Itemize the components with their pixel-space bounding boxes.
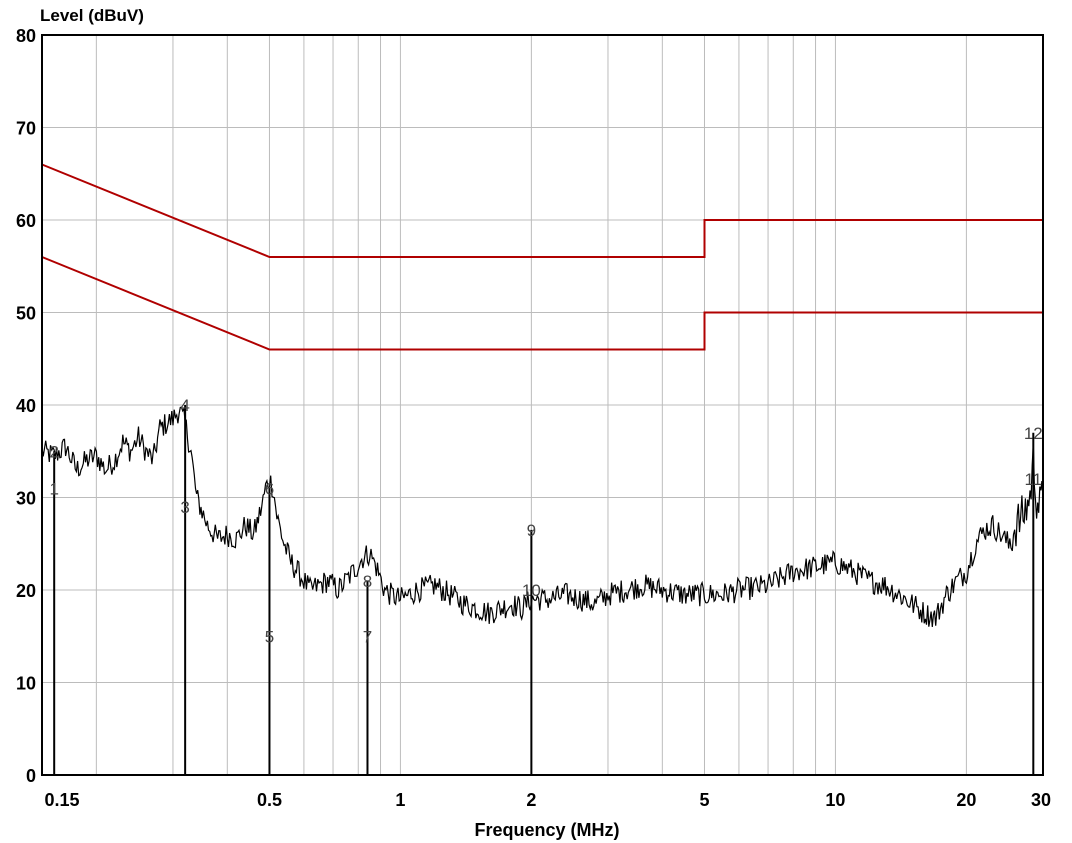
marker-label: 4 bbox=[180, 396, 189, 415]
y-tick-label: 30 bbox=[16, 489, 36, 509]
measurement-trace bbox=[41, 406, 1044, 627]
limit-lines bbox=[41, 163, 1043, 351]
grid-lines bbox=[42, 35, 1043, 775]
x-axis-title: Frequency (MHz) bbox=[474, 820, 619, 840]
marker-label: 7 bbox=[363, 627, 372, 646]
x-tick-label: 0.15 bbox=[44, 790, 79, 810]
marker-label: 6 bbox=[265, 479, 274, 498]
y-tick-labels: 0 10 20 30 40 50 60 70 80 bbox=[16, 26, 36, 786]
y-tick-label: 60 bbox=[16, 211, 36, 231]
x-tick-label: 2 bbox=[526, 790, 536, 810]
y-axis-title: Level (dBuV) bbox=[40, 6, 144, 25]
marker-label: 10 bbox=[522, 581, 541, 600]
y-tick-label: 50 bbox=[16, 304, 36, 324]
x-tick-label: 30 bbox=[1031, 790, 1051, 810]
plot-frame bbox=[41, 34, 1044, 776]
y-tick-label: 10 bbox=[16, 674, 36, 694]
limit-line bbox=[41, 256, 1043, 351]
marker-label: 3 bbox=[180, 498, 189, 517]
trace-line bbox=[41, 406, 1044, 627]
marker-label: 5 bbox=[265, 627, 274, 646]
marker-label: 9 bbox=[527, 521, 536, 540]
x-tick-label: 0.5 bbox=[257, 790, 282, 810]
limit-line bbox=[41, 163, 1043, 258]
x-tick-label: 5 bbox=[699, 790, 709, 810]
y-tick-label: 40 bbox=[16, 396, 36, 416]
x-tick-labels: 0.15 0.5 1 2 5 10 20 30 bbox=[44, 790, 1051, 810]
x-tick-label: 10 bbox=[825, 790, 845, 810]
marker-label: 8 bbox=[363, 572, 372, 591]
marker-label: 12 bbox=[1024, 424, 1043, 443]
y-tick-label: 20 bbox=[16, 581, 36, 601]
y-tick-label: 80 bbox=[16, 26, 36, 46]
y-tick-label: 70 bbox=[16, 119, 36, 139]
x-tick-label: 1 bbox=[395, 790, 405, 810]
marker-label: 1 bbox=[49, 479, 58, 498]
y-tick-label: 0 bbox=[26, 766, 36, 786]
marker-label: 2 bbox=[49, 442, 58, 461]
x-tick-label: 20 bbox=[956, 790, 976, 810]
marker-label: 11 bbox=[1024, 470, 1042, 489]
